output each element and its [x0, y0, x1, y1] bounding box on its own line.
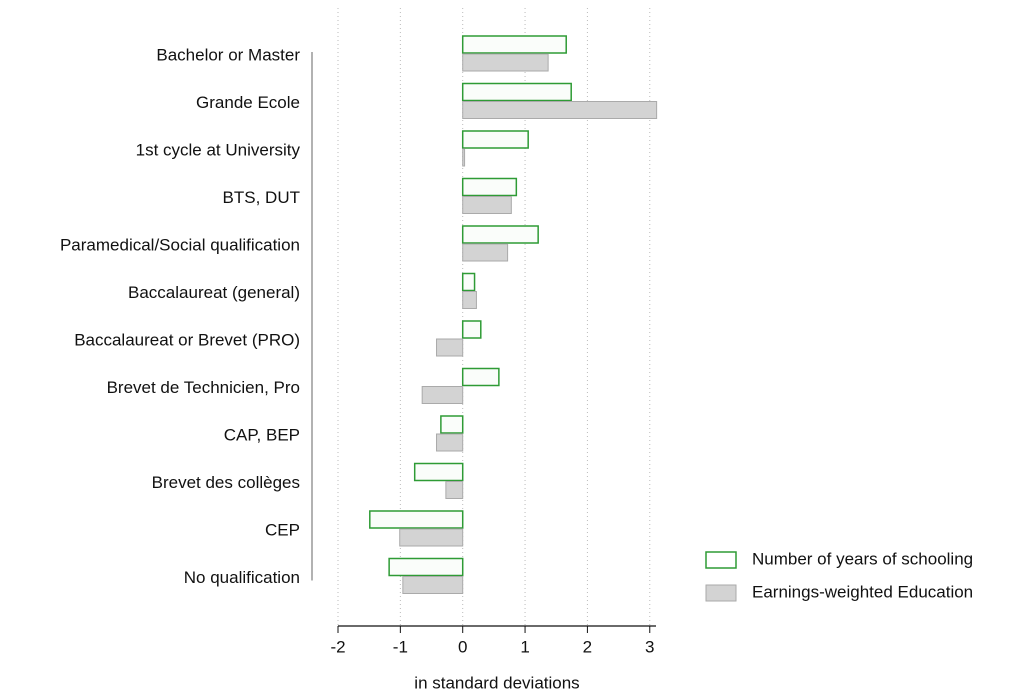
bar: [461, 272, 476, 292]
bar: [461, 367, 500, 387]
x-tick-label: -1: [393, 637, 408, 656]
bar: [440, 415, 464, 434]
bar: [436, 433, 464, 452]
bar: [462, 53, 549, 72]
x-tick-label: 0: [458, 637, 467, 656]
y-tick-label: Paramedical/Social qualification: [60, 235, 300, 254]
y-tick-label: Baccalaureat (general): [128, 283, 300, 302]
x-tick-label: 2: [583, 637, 592, 656]
bar: [413, 462, 464, 482]
bar: [421, 386, 464, 404]
y-tick-label: No qualification: [184, 568, 300, 587]
bar: [462, 243, 509, 262]
bar: [399, 528, 464, 547]
bar: [461, 320, 482, 339]
y-tick-label: Grande Ecole: [196, 93, 300, 112]
legend-label: Number of years of schooling: [752, 549, 973, 568]
y-tick-label: Brevet de Technicien, Pro: [107, 378, 300, 397]
x-tick-label: 3: [645, 637, 654, 656]
bar: [388, 557, 464, 577]
bar: [461, 225, 539, 244]
bar: [462, 291, 477, 309]
x-tick-label: -2: [330, 637, 345, 656]
bar: [461, 177, 518, 197]
bar: [445, 481, 464, 499]
legend-label: Earnings-weighted Education: [752, 582, 973, 601]
x-tick-label: 1: [520, 637, 529, 656]
bar: [461, 35, 567, 54]
y-tick-label: Baccalaureat or Brevet (PRO): [74, 330, 300, 349]
x-axis-label: in standard deviations: [414, 673, 579, 692]
y-tick-label: BTS, DUT: [223, 188, 300, 207]
y-tick-label: CAP, BEP: [224, 425, 300, 444]
y-tick-label: CEP: [265, 520, 300, 539]
legend-swatch: [705, 584, 737, 602]
bar: [436, 338, 464, 357]
legend-swatch: [705, 551, 737, 569]
bar: [462, 148, 466, 167]
bar: [369, 510, 464, 529]
bar: [462, 196, 512, 214]
y-tick-label: 1st cycle at University: [136, 140, 301, 159]
bar: [461, 82, 572, 102]
bar: [402, 576, 464, 594]
bar: [462, 101, 658, 119]
bar: [461, 130, 529, 149]
y-tick-label: Bachelor or Master: [156, 45, 300, 64]
y-tick-label: Brevet des collèges: [152, 473, 300, 492]
